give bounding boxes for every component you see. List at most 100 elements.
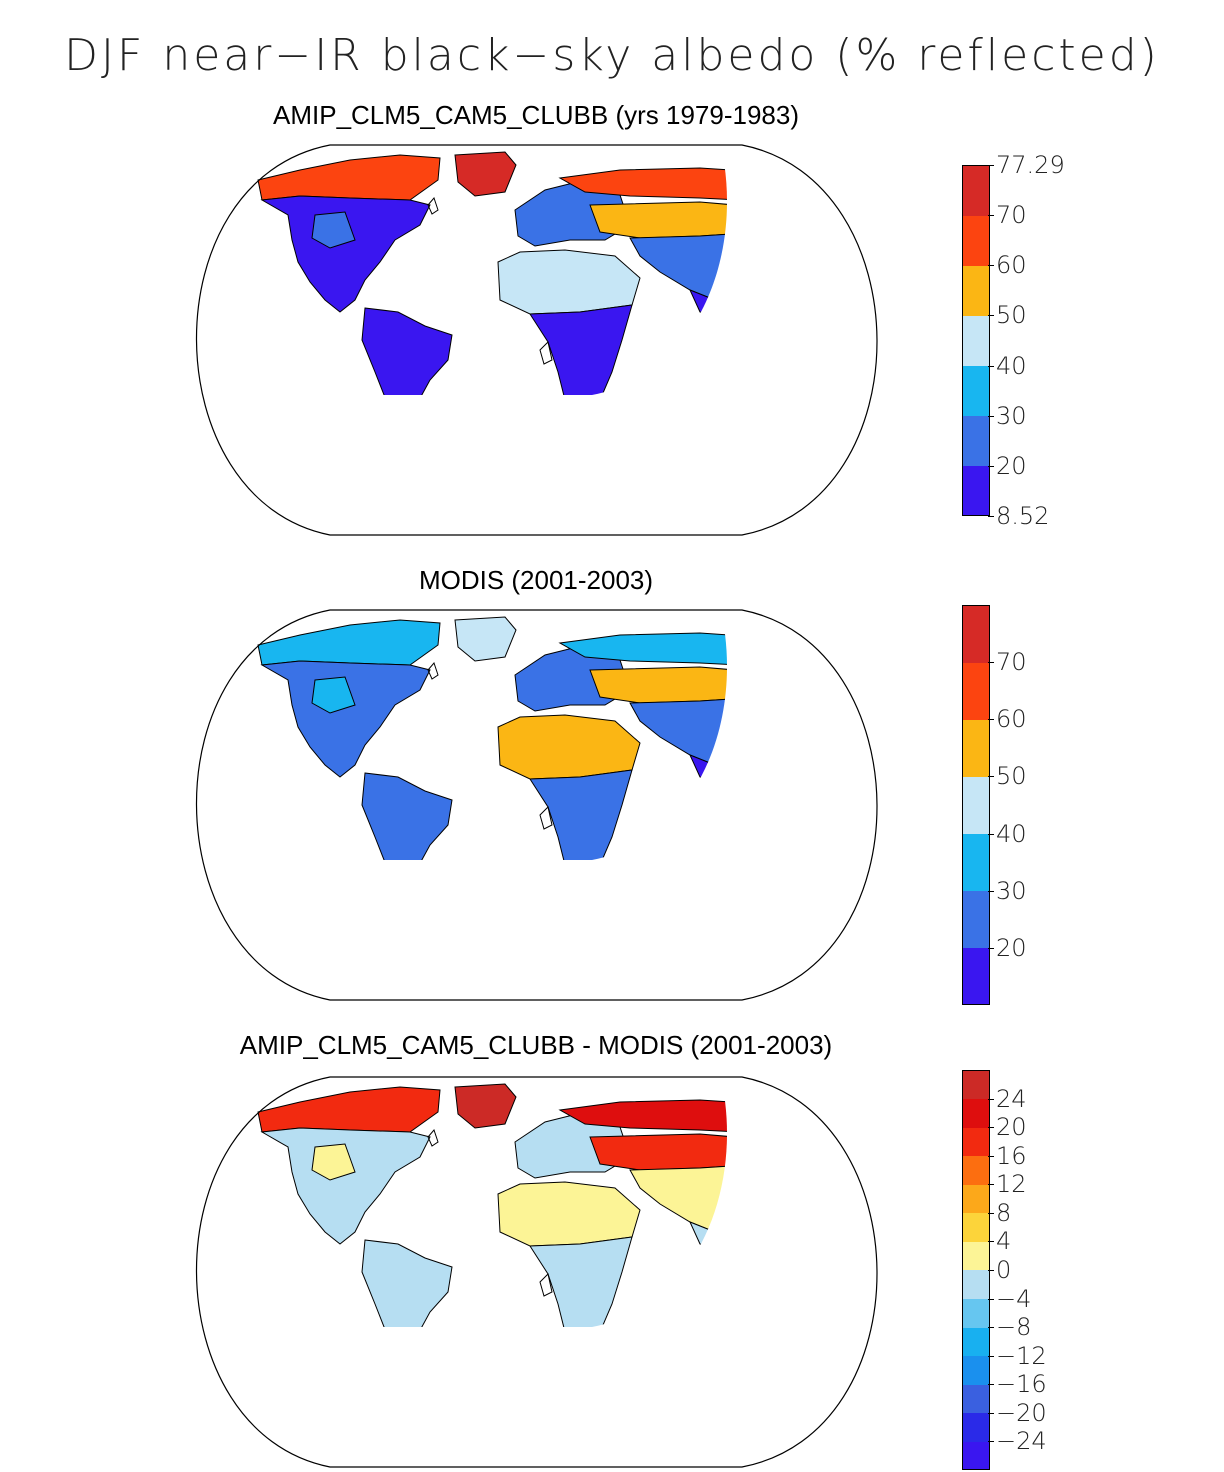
map-border [196,144,878,536]
colorbar-tick-label: 20 [996,1113,1027,1142]
colorbar-tick-label: 30 [996,876,1027,905]
colorbar-swatch [962,1412,990,1442]
region-south-america [361,307,453,395]
region-siberia [558,632,728,671]
panel-3-title: AMIP_CLM5_CAM5_CLUBB - MODIS (2001-2003) [239,1030,833,1060]
colorbar-tick-label: 50 [996,301,1027,330]
region-central-asia [589,1133,728,1171]
colorbar-tick [988,165,994,166]
colorbar-swatch [962,1184,990,1214]
colorbar-tick-label: −16 [996,1370,1047,1399]
colorbar-swatch [962,1298,990,1328]
island-outline [427,197,439,215]
colorbar-tick [988,719,994,721]
region-canada-north [257,619,441,666]
island-outline [848,402,866,420]
colorbar-swatch [962,1241,990,1271]
region-south-america [361,1239,453,1327]
region-africa-south [529,1236,633,1327]
colorbar-swatch [962,365,990,417]
region-asia [629,229,728,303]
island-outline [880,424,890,440]
island-outline [427,662,439,680]
colorbar-tick-label: −24 [996,1427,1047,1456]
colorbar-tick [988,1270,994,1271]
island-outline [427,1129,439,1147]
island-outline [880,889,890,905]
colorbar-tick [988,1298,994,1300]
colorbar-tick [988,1412,994,1414]
region-india-se-asia [689,1221,728,1285]
colorbar-tick [988,1241,994,1243]
region-antarctica [300,1424,805,1462]
colorbar-swatch [962,1384,990,1414]
colorbar-swatch [962,315,990,367]
colorbar-tick-label: 24 [996,1084,1027,1113]
colorbar-tick-label: 60 [996,705,1027,734]
colorbar-tick [988,365,994,367]
region-greenland [454,151,517,197]
colorbar-tick-label: 60 [996,251,1027,280]
map-border [196,609,878,1001]
colorbar-swatch [962,1441,990,1471]
region-canada-north [257,154,441,201]
colorbar-tick [988,1155,994,1157]
region-siberia [558,1099,728,1138]
colorbar-tick-label: 16 [996,1141,1027,1170]
colorbar-tick-label: 50 [996,762,1027,791]
region-great-plains [311,211,356,249]
region-greenland [454,616,517,662]
colorbar-tick [988,415,994,417]
region-india-se-asia [689,289,728,353]
colorbar-panel-2: 20 30 40 50 60 70 [962,605,1027,1006]
region-south-america [361,772,453,860]
colorbar-tick-label: 12 [996,1170,1027,1199]
colorbar-tick [988,890,994,892]
map-border [196,1076,878,1468]
colorbar-tick [988,1355,994,1357]
island-outline [808,813,832,825]
colorbar-tick-label: 70 [996,201,1027,230]
colorbar-tick-label: 30 [996,401,1027,430]
colorbar-tick-label: 20 [996,451,1027,480]
island-outline [808,1280,832,1292]
island-outline [848,1334,866,1352]
colorbar-tick [988,833,994,835]
colorbar-tick [988,1441,994,1443]
colorbar-swatch [962,465,990,517]
region-asia [629,694,728,768]
colorbar-tick-label: 8.52 [996,502,1050,530]
region-india-se-asia [689,754,728,818]
region-australia [770,1300,855,1354]
region-siberia [558,167,728,206]
colorbar-tick-label: 20 [996,933,1027,962]
colorbar-tick [988,315,994,317]
island-outline [848,867,866,885]
colorbar-swatch [962,1212,990,1242]
colorbar-tick [988,465,994,467]
colorbar-tick-label: 77.29 [996,151,1065,179]
colorbar-swatch [962,890,990,949]
main-title: DJF near−IR black−sky albedo (% reflecte… [64,30,1160,81]
map-panel-2 [196,609,890,1001]
colorbar-panel-1: 8.52 20 30 40 50 60 70 77.29 [962,153,1065,528]
region-north-america [260,195,431,313]
colorbar-swatch [962,1355,990,1385]
colorbar-tick-label: 70 [996,648,1027,677]
colorbar-swatch [962,1098,990,1128]
region-asia [629,1161,728,1235]
map-panel-3 [196,1076,878,1468]
colorbar-tick [988,1127,994,1129]
region-central-asia [589,201,728,239]
region-sahara [497,1181,641,1247]
colorbar-swatch [962,1155,990,1185]
colorbar-tick-label: −4 [996,1284,1032,1313]
colorbar-swatch [962,1070,990,1100]
island-outline [808,348,832,360]
region-central-asia [589,666,728,704]
colorbar-swatch [962,265,990,316]
colorbar-swatch [962,165,990,216]
colorbar-panel-3: −24 −20 −16 −12 −8 −4 0 4 8 12 16 20 24 [962,1070,1047,1471]
island-outline [539,806,553,830]
colorbar-tick [988,776,994,778]
